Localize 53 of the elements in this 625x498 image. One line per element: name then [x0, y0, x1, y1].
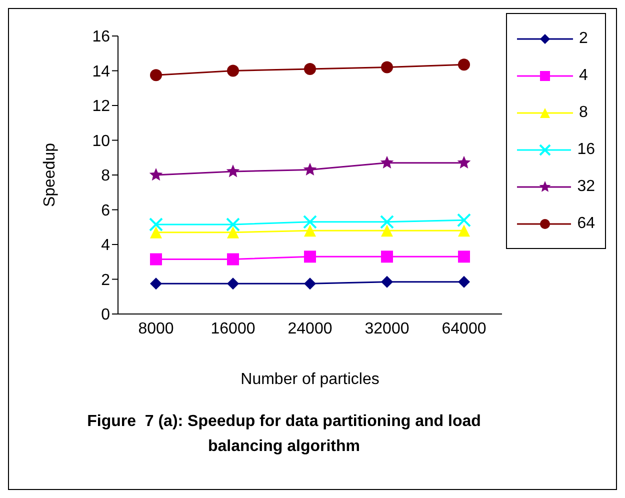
- point: [227, 253, 239, 266]
- y-tick-label: 2: [101, 272, 110, 289]
- legend-label: 4: [579, 66, 588, 84]
- point: [381, 276, 393, 288]
- legend-label: 16: [577, 140, 595, 158]
- point: [149, 168, 163, 181]
- point: [149, 218, 163, 232]
- x-tick-label: 24000: [288, 320, 332, 338]
- y-tick-label: 14: [92, 63, 110, 80]
- legend-label: 2: [579, 30, 588, 48]
- point: [380, 156, 394, 168]
- text: Figure 7 (a): Speedup for data partitioning and load balancing algorithm: [86, 412, 482, 457]
- y-tick-label: 16: [92, 28, 110, 46]
- y-axis-title: Speedup: [42, 142, 59, 208]
- x-tick-label: 16000: [210, 320, 256, 338]
- point: [304, 250, 316, 263]
- point: [458, 276, 470, 288]
- point: [227, 226, 239, 238]
- y-tick-label: 0: [101, 306, 110, 324]
- legend-label: 8: [579, 104, 588, 122]
- point: [226, 164, 240, 178]
- x-tick-label: 64000: [442, 320, 486, 338]
- point: [150, 278, 162, 290]
- x-axis-title: Number of particles: [240, 371, 380, 389]
- point: [227, 278, 239, 290]
- x-tick-label: 32000: [364, 320, 410, 338]
- point: [381, 61, 393, 74]
- y-tick-label: 12: [92, 98, 110, 116]
- point: [457, 213, 471, 228]
- legend-label: 32: [577, 178, 595, 196]
- point: [150, 69, 162, 82]
- point: [381, 224, 393, 237]
- y-tick-label: 10: [92, 132, 110, 150]
- y-tick-label: 4: [101, 237, 110, 254]
- point: [381, 250, 393, 263]
- point: [458, 224, 470, 237]
- point: [457, 156, 471, 168]
- point: [304, 278, 316, 290]
- legend-label: 64: [577, 214, 595, 232]
- point: [304, 63, 316, 76]
- point: [227, 64, 239, 77]
- point: [303, 214, 317, 229]
- point: [380, 214, 394, 229]
- y-tick-label: 6: [101, 202, 110, 220]
- point: [458, 58, 470, 71]
- point: [303, 162, 317, 176]
- x-tick-label: 8000: [138, 320, 174, 338]
- y-tick-label: 8: [101, 168, 110, 185]
- point: [304, 224, 316, 237]
- point: [150, 226, 162, 238]
- point: [150, 253, 162, 266]
- point: [458, 250, 470, 263]
- point: [226, 218, 240, 232]
